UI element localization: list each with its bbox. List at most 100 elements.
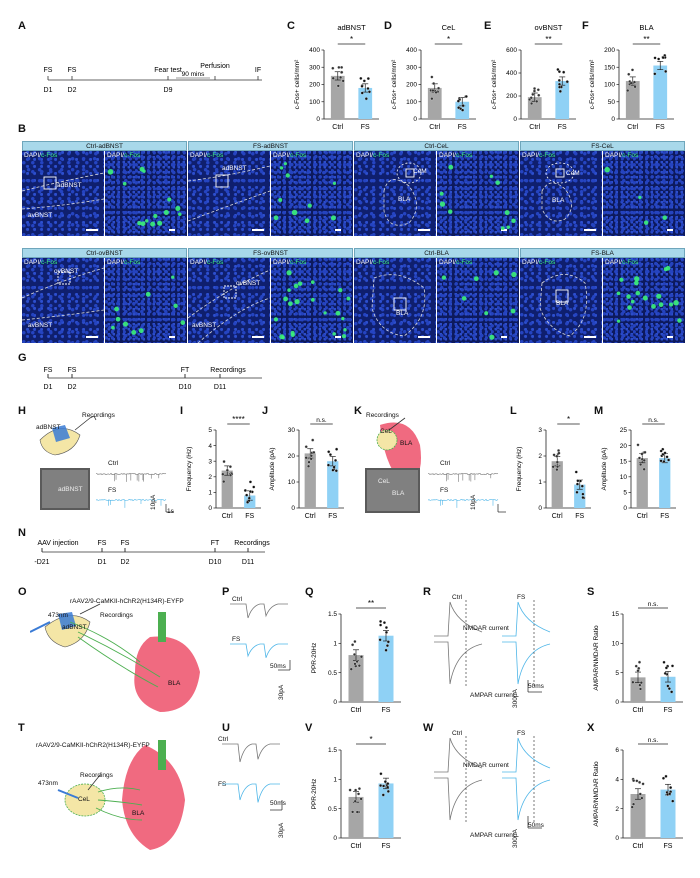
chart-title: ovBNST: [535, 23, 563, 32]
data-point: [581, 492, 585, 496]
data-point: [341, 79, 345, 83]
y-tick-label: 10: [288, 479, 296, 486]
data-point: [311, 438, 315, 442]
trace-label-fs: FS: [218, 781, 227, 788]
y-tick-label: 4: [615, 777, 619, 784]
data-point: [532, 87, 537, 91]
y-axis-label: Frequency (Hz): [516, 447, 523, 492]
data-point: [353, 799, 357, 803]
stain-label: DAPI/c-Fos: [24, 259, 58, 266]
data-point: [246, 500, 250, 504]
cfos-cell: [338, 287, 343, 293]
y-tick-label: 2: [615, 806, 619, 813]
micro-header-fs-bla: FS-BLA: [520, 248, 685, 258]
data-point: [304, 456, 308, 460]
timeline-n-day-4: D10: [209, 559, 222, 566]
data-point: [225, 468, 229, 472]
data-point: [381, 793, 385, 797]
cfos-cell: [634, 276, 640, 282]
data-point: [351, 810, 355, 814]
scalebar-label-amp: 30pA: [278, 684, 285, 700]
bar-ctrl: [427, 87, 442, 119]
timeline-a-day-2: D2: [68, 87, 77, 94]
data-point: [638, 792, 642, 796]
timeline-a-event-5: IF: [255, 67, 261, 74]
x-tick-label: Ctrl: [305, 513, 316, 520]
cfos-cell: [287, 288, 291, 292]
data-point: [385, 644, 389, 648]
cfos-cell: [310, 297, 315, 302]
cfos-cell: [495, 180, 500, 185]
data-point: [565, 80, 569, 84]
data-point: [461, 104, 465, 108]
data-point: [557, 70, 561, 74]
y-tick-label: 2: [208, 474, 212, 481]
data-point: [662, 660, 666, 664]
traces-p: [230, 603, 291, 671]
y-tick-label: 20: [620, 443, 628, 450]
cfos-cell: [662, 215, 668, 220]
significance-label: *: [447, 35, 450, 44]
data-point: [640, 452, 644, 456]
data-point: [457, 106, 461, 110]
cfos-cell: [178, 212, 182, 217]
scale-bar: [584, 336, 596, 338]
micro-ctrl-bla-overview: [354, 258, 436, 343]
data-point: [657, 57, 661, 61]
significance-label: n.s.: [648, 737, 659, 744]
scale-bar: [86, 229, 98, 231]
data-point: [327, 450, 331, 454]
data-point: [357, 664, 361, 668]
data-point: [557, 78, 561, 82]
timeline-a-event-2: FS: [68, 67, 77, 74]
schematic-o-virus: rAAV2/9-CaMKII-hChR2(H134R)-EYFP: [70, 598, 184, 605]
data-point: [248, 480, 253, 484]
data-point: [334, 469, 338, 473]
data-point: [637, 666, 641, 670]
label-ampar: AMPAR current: [470, 692, 515, 699]
cfos-cell: [493, 270, 499, 276]
cfos-cell: [616, 319, 621, 323]
data-point: [359, 797, 363, 801]
y-tick-label: 5: [615, 670, 619, 677]
data-point: [576, 479, 580, 483]
scalebar-label-amp: 10pA: [470, 494, 477, 510]
data-point: [552, 453, 556, 457]
region-outline-fs-cel: [541, 162, 575, 222]
micro-header-fs-ovbnst: FS-ovBNST: [188, 248, 353, 258]
data-point: [386, 785, 390, 789]
cfos-cell: [285, 173, 290, 178]
data-point: [662, 460, 666, 464]
data-point: [336, 84, 340, 88]
x-tick-label: FS: [656, 124, 665, 131]
x-tick-label: Ctrl: [429, 124, 440, 131]
x-tick-label: FS: [664, 843, 673, 850]
data-point: [364, 97, 368, 101]
traces-u: [222, 743, 283, 811]
x-tick-label: Ctrl: [637, 513, 648, 520]
schematic-t-bla: BLA: [132, 810, 145, 817]
data-point: [247, 496, 251, 500]
trace-label-ctrl: Ctrl: [452, 594, 463, 601]
panel-letter-v: V: [305, 722, 313, 734]
cfos-cell: [473, 276, 479, 282]
bar-fs: [327, 461, 339, 508]
data-point: [456, 99, 460, 103]
traces-r: [434, 600, 551, 693]
scalebar-label-amp: 300pA: [512, 829, 519, 848]
data-point: [349, 667, 353, 671]
region-outline-ctrl-ovbnst: [22, 267, 104, 321]
bar-ctrl: [636, 458, 648, 508]
y-tick-label: 0.5: [328, 670, 337, 677]
label-ampar: AMPAR current: [470, 832, 515, 839]
data-point: [669, 786, 673, 790]
y-tick-label: 200: [604, 47, 615, 54]
region-label-avbnst: avBNST: [28, 322, 53, 329]
bar-chart-i: Frequency (Hz) 0 1 2 3 4 5 Ctrl FS ****: [186, 415, 261, 520]
significance-label: *: [369, 735, 372, 744]
data-point: [379, 619, 383, 623]
schematic-k-slice-bla: BLA: [392, 490, 405, 497]
timeline-n-day-1: -D21: [34, 559, 49, 566]
y-tick-label: 1: [333, 777, 337, 784]
data-point: [666, 684, 670, 688]
